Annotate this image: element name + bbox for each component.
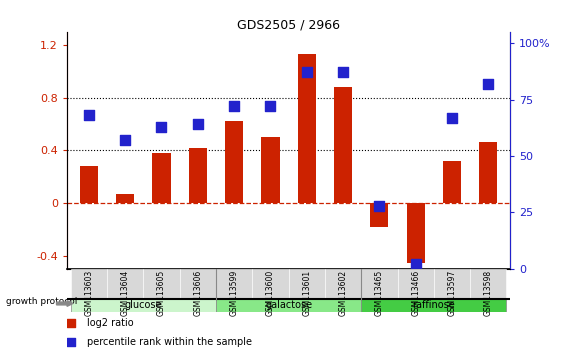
Point [121, 137, 130, 143]
Text: growth protocol: growth protocol [6, 297, 77, 306]
Text: GSM113598: GSM113598 [484, 269, 493, 316]
Text: GSM113597: GSM113597 [448, 269, 456, 316]
Text: percentile rank within the sample: percentile rank within the sample [87, 337, 252, 347]
Bar [325, 269, 361, 299]
Text: log2 ratio: log2 ratio [87, 318, 134, 327]
Title: GDS2505 / 2966: GDS2505 / 2966 [237, 19, 340, 32]
Text: galactose: galactose [265, 300, 312, 310]
Bar [334, 87, 352, 203]
Text: GSM113604: GSM113604 [121, 269, 129, 316]
Point [84, 113, 93, 118]
Point [266, 103, 275, 109]
Bar [370, 203, 388, 227]
Text: GSM113466: GSM113466 [411, 269, 420, 316]
Bar [252, 269, 289, 299]
Text: raffinose: raffinose [413, 300, 455, 310]
Point [375, 203, 384, 209]
Bar [189, 148, 207, 203]
Bar [398, 269, 434, 299]
Point [302, 70, 311, 75]
Bar [71, 299, 216, 312]
Bar [107, 269, 143, 299]
Point [230, 103, 239, 109]
Text: GSM113465: GSM113465 [375, 269, 384, 316]
Text: GSM113606: GSM113606 [194, 269, 202, 316]
Bar [216, 269, 252, 299]
Bar [225, 121, 243, 203]
Bar [216, 299, 361, 312]
Point [411, 261, 420, 267]
Point [484, 81, 493, 87]
Bar [180, 269, 216, 299]
Point [67, 339, 76, 345]
Text: GSM113602: GSM113602 [339, 269, 347, 316]
Bar [443, 161, 461, 203]
Bar [152, 153, 171, 203]
Text: GSM113601: GSM113601 [302, 269, 311, 316]
Point [447, 115, 456, 120]
Bar [298, 54, 316, 203]
Point [338, 70, 347, 75]
Bar [71, 269, 107, 299]
Bar [361, 269, 398, 299]
Bar [143, 269, 180, 299]
Bar [406, 203, 425, 263]
Text: GSM113599: GSM113599 [230, 269, 238, 316]
Point [67, 320, 76, 325]
Text: GSM113600: GSM113600 [266, 269, 275, 316]
Bar [361, 299, 507, 312]
Text: GSM113605: GSM113605 [157, 269, 166, 316]
Text: GSM113603: GSM113603 [85, 269, 93, 316]
Text: glucose: glucose [125, 300, 162, 310]
Point [157, 124, 166, 130]
Bar [261, 137, 279, 203]
Bar [289, 269, 325, 299]
Bar [470, 269, 507, 299]
Bar [479, 142, 497, 203]
Point [193, 121, 202, 127]
Bar [80, 166, 98, 203]
Bar [116, 194, 134, 203]
Bar [434, 269, 470, 299]
